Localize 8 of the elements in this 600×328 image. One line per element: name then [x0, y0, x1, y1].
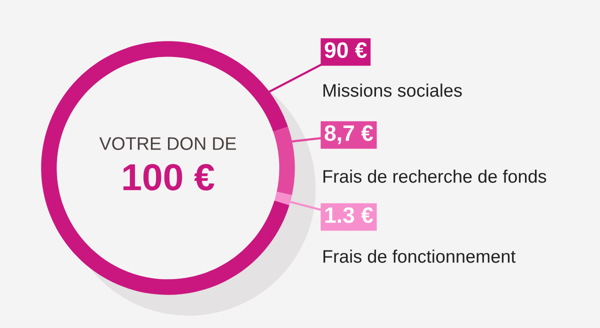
text: VOTRE DON DE: [99, 137, 236, 150]
data-label: 1.3 €: [325, 207, 374, 223]
legend-label: Frais de recherche de fonds: [323, 170, 546, 183]
data-label: 90 €: [324, 42, 367, 58]
legend-label: Missions sociales: [323, 84, 462, 97]
text: 100 €: [123, 164, 214, 191]
legend-label: Frais de fonctionnement: [323, 250, 516, 263]
data-label: 8,7 €: [324, 125, 374, 144]
